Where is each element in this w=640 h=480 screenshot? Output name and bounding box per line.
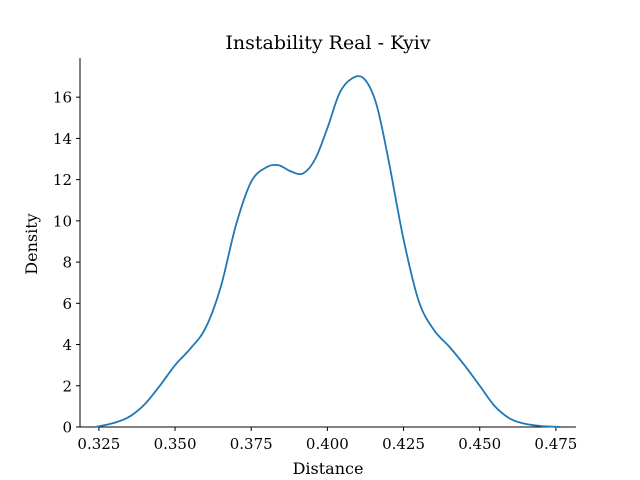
x-axis-label: Distance [293, 459, 364, 478]
chart-title: Instability Real - Kyiv [225, 32, 430, 54]
x-tick-label: 0.325 [77, 435, 120, 453]
plot-area [95, 75, 561, 428]
y-tick-label: 14 [53, 130, 72, 148]
density-curve [95, 75, 561, 428]
y-axis: 0 2 4 6 8 10 12 14 16 [53, 58, 81, 437]
y-tick-label: 0 [62, 419, 72, 437]
x-tick-label: 0.350 [154, 435, 197, 453]
y-tick-label: 10 [53, 212, 72, 230]
x-tick-label: 0.425 [382, 435, 425, 453]
x-tick-label: 0.450 [458, 435, 501, 453]
y-tick-label: 12 [53, 171, 72, 189]
y-tick-label: 8 [62, 254, 72, 272]
x-axis: 0.325 0.350 0.375 0.400 0.425 0.450 0.475 [77, 426, 577, 453]
y-axis-label: Density [22, 213, 41, 274]
y-tick-label: 16 [53, 89, 72, 107]
y-tick-label: 2 [62, 377, 72, 395]
y-tick-label: 6 [62, 295, 72, 313]
x-tick-label: 0.375 [230, 435, 273, 453]
x-tick-label: 0.400 [306, 435, 349, 453]
x-tick-label: 0.475 [534, 435, 577, 453]
y-tick-label: 4 [62, 336, 72, 354]
